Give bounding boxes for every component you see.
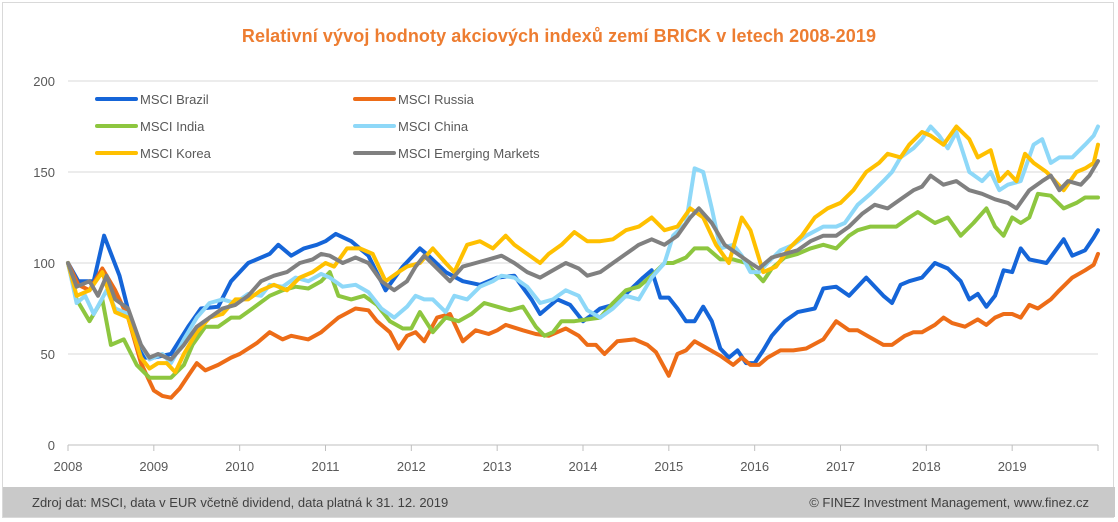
legend-label: MSCI Brazil xyxy=(140,92,209,107)
x-tick-label: 2019 xyxy=(998,459,1027,474)
axis-layer: 0 50 100 150 200 2008 2009 2010 2011 2012 2013 2014… xyxy=(33,74,1099,474)
x-tick-label: 2010 xyxy=(225,459,254,474)
x-tick-label: 2011 xyxy=(312,459,340,474)
series-line-msci-india xyxy=(66,191,1100,380)
legend: MSCI Brazil MSCI Russia MSCI India MSCI Chi… xyxy=(95,92,540,161)
legend-label: MSCI Russia xyxy=(398,92,475,107)
x-tick-label: 2014 xyxy=(569,459,598,474)
legend-label: MSCI Korea xyxy=(140,146,212,161)
copyright-note: © FINEZ Investment Management, www.finez… xyxy=(809,495,1089,510)
y-tick-label: 50 xyxy=(41,347,55,362)
x-tick-label: 2009 xyxy=(139,459,168,474)
legend-label: MSCI India xyxy=(140,119,205,134)
legend-label: MSCI Emerging Markets xyxy=(398,146,540,161)
x-tick-label: 2018 xyxy=(912,459,941,474)
y-tick-label: 200 xyxy=(33,74,55,89)
series-layer xyxy=(66,124,1100,400)
series-line-msci-brazil xyxy=(66,228,1100,366)
y-tick-label: 0 xyxy=(48,438,55,453)
y-tick-label: 100 xyxy=(33,256,55,271)
series-line-msci-emerging-markets xyxy=(66,159,1100,362)
series-line-msci-china xyxy=(66,124,1100,366)
footer-bar: Zdroj dat: MSCI, data v EUR včetně divid… xyxy=(3,487,1115,517)
x-tick-label: 2017 xyxy=(826,459,855,474)
series-line-msci-russia xyxy=(66,251,1100,400)
source-note: Zdroj dat: MSCI, data v EUR včetně divid… xyxy=(32,495,449,510)
legend-label: MSCI China xyxy=(398,119,469,134)
chart-title: Relativní vývoj hodnoty akciových indexů… xyxy=(241,26,877,46)
x-tick-label: 2008 xyxy=(54,459,83,474)
x-tick-label: 2013 xyxy=(483,459,512,474)
x-tick-label: 2012 xyxy=(397,459,426,474)
x-tick-label: 2016 xyxy=(740,459,769,474)
x-tick-label: 2015 xyxy=(654,459,683,474)
y-tick-label: 150 xyxy=(33,165,55,180)
series-line-msci-korea xyxy=(66,124,1100,375)
